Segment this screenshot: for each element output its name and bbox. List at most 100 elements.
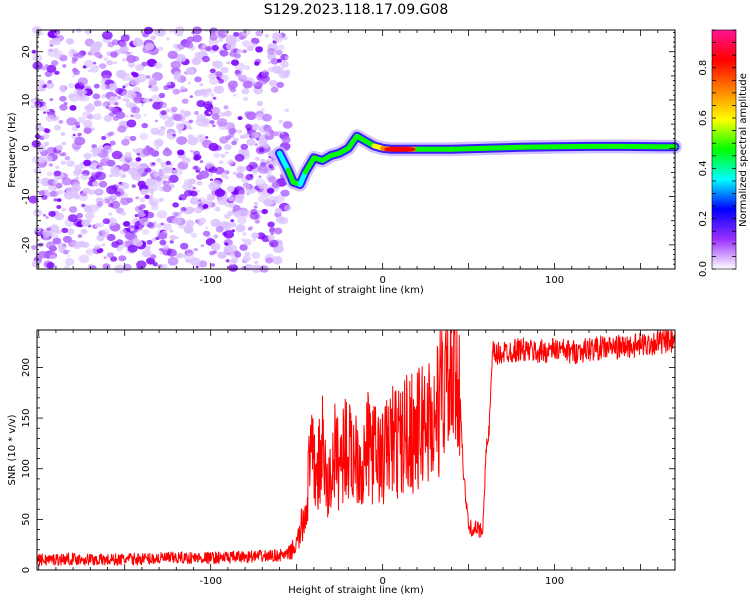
noise-blob	[255, 46, 263, 53]
noise-blob	[154, 62, 163, 70]
noise-blob	[61, 207, 66, 212]
noise-blob	[280, 189, 290, 197]
noise-blob	[190, 232, 198, 238]
noise-blob	[260, 108, 265, 112]
noise-blob	[44, 192, 48, 196]
noise-blob	[139, 217, 150, 226]
noise-blob	[124, 98, 130, 103]
noise-blob	[160, 161, 165, 166]
noise-blob	[157, 264, 163, 269]
noise-blob	[155, 147, 159, 150]
noise-blob	[210, 106, 221, 115]
noise-blob	[78, 193, 88, 202]
noise-blob	[82, 187, 91, 195]
noise-blob	[203, 52, 207, 55]
noise-blob	[85, 248, 95, 256]
noise-blob	[271, 181, 280, 188]
noise-blob	[261, 70, 270, 78]
noise-blob	[190, 190, 198, 197]
noise-blob	[83, 127, 92, 134]
noise-blob	[172, 202, 180, 208]
noise-blob	[155, 176, 162, 182]
noise-blob	[202, 204, 209, 209]
noise-blob	[214, 188, 225, 197]
noise-blob	[185, 67, 196, 75]
noise-blob	[198, 260, 208, 268]
noise-blob	[268, 176, 277, 184]
noise-blob	[181, 98, 189, 104]
noise-blob	[42, 133, 50, 139]
noise-blob	[160, 125, 166, 131]
noise-blob	[66, 38, 74, 45]
noise-blob	[72, 75, 76, 78]
noise-blob	[84, 211, 95, 220]
noise-blob	[66, 228, 75, 235]
noise-blob	[148, 98, 153, 102]
noise-blob	[252, 170, 258, 175]
noise-blob	[254, 156, 260, 161]
noise-blob	[91, 265, 97, 270]
noise-blob	[229, 87, 237, 93]
noise-blob	[92, 93, 101, 100]
noise-blob	[173, 71, 182, 78]
noise-blob	[219, 160, 224, 164]
noise-blob	[81, 94, 90, 102]
noise-blob	[93, 113, 102, 121]
noise-blob	[150, 127, 160, 135]
noise-blob	[184, 41, 194, 49]
noise-blob	[103, 256, 107, 259]
colorbar-tick-label: 0.6	[698, 110, 709, 126]
noise-blob	[180, 109, 186, 113]
noise-blob	[227, 159, 234, 166]
noise-blob	[222, 112, 226, 116]
noise-blob	[184, 190, 193, 197]
noise-blob	[254, 143, 258, 146]
spectrogram-ylabel: Frequency (Hz)	[7, 112, 18, 188]
noise-blob	[63, 101, 68, 106]
noise-blob	[182, 254, 186, 258]
noise-blob	[227, 80, 238, 89]
noise-blob	[116, 95, 122, 100]
noise-blob	[172, 167, 183, 176]
noise-blob	[211, 45, 219, 51]
noise-blob	[61, 227, 69, 234]
noise-blob	[236, 129, 242, 134]
noise-blob	[47, 80, 53, 84]
noise-blob	[180, 242, 189, 250]
noise-blob	[163, 223, 172, 231]
noise-blob	[54, 124, 62, 131]
noise-blob	[224, 151, 229, 155]
noise-blob	[53, 198, 58, 202]
signal-track-segment	[277, 150, 291, 173]
noise-blob	[236, 172, 244, 179]
noise-blob	[130, 171, 142, 181]
noise-blob	[270, 86, 279, 93]
noise-blob	[96, 234, 105, 242]
noise-blob	[136, 260, 147, 269]
noise-blob	[201, 55, 210, 63]
noise-blob	[56, 144, 63, 151]
noise-blob	[270, 58, 279, 65]
noise-blob	[184, 252, 195, 262]
noise-blob	[240, 143, 249, 150]
noise-blob	[68, 189, 79, 198]
noise-blob	[219, 47, 224, 51]
noise-blob	[124, 151, 132, 158]
noise-blob	[54, 31, 60, 36]
noise-blob	[135, 196, 140, 200]
noise-blob	[232, 93, 237, 97]
noise-blob	[171, 217, 182, 225]
noise-blob	[173, 30, 181, 36]
noise-blob	[246, 138, 256, 146]
noise-blob	[92, 61, 97, 65]
noise-blob	[209, 120, 215, 125]
noise-blob	[97, 222, 104, 228]
noise-blob	[156, 210, 168, 219]
noise-blob	[92, 181, 99, 187]
noise-blob	[150, 35, 157, 40]
noise-blob	[93, 100, 102, 107]
noise-blob	[214, 71, 223, 78]
noise-blob	[195, 117, 207, 127]
noise-blob	[278, 119, 284, 124]
noise-blob	[31, 260, 40, 268]
